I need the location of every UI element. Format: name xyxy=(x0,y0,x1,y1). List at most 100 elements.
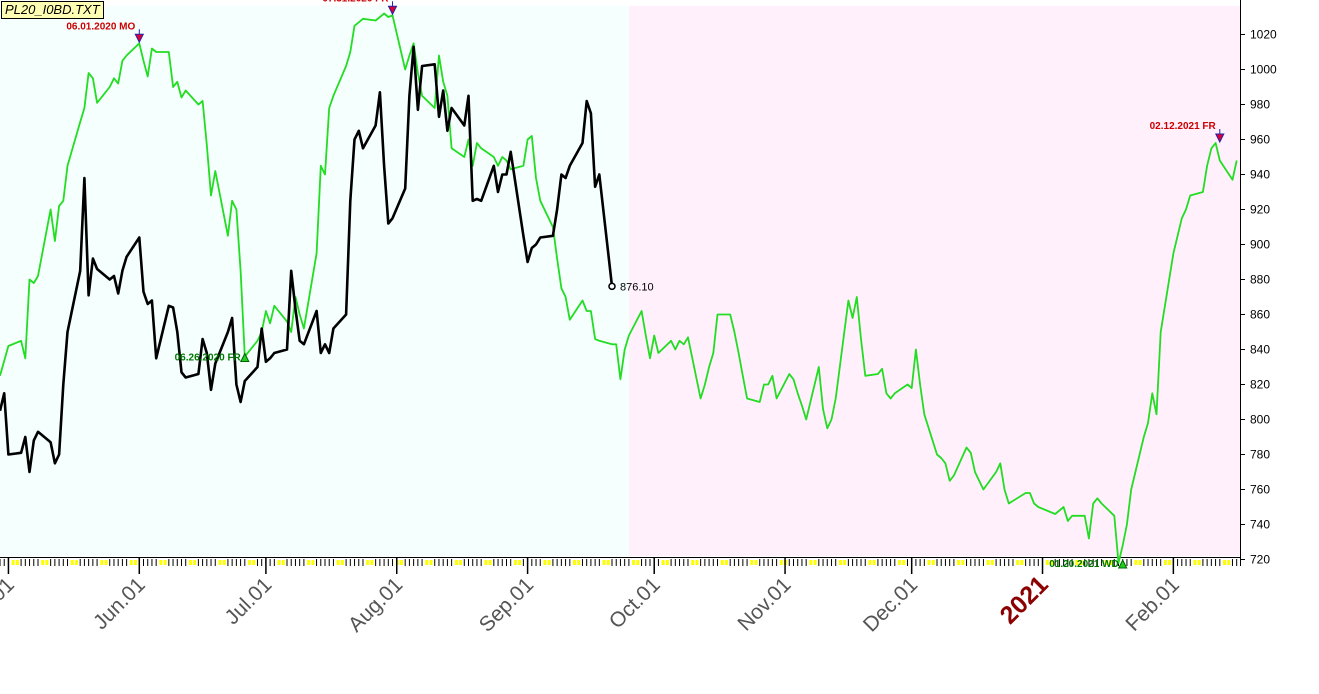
x-weekend-mark xyxy=(134,560,138,565)
x-weekend-mark xyxy=(252,560,256,565)
x-weekend-mark xyxy=(1075,560,1079,565)
x-weekend-mark xyxy=(425,560,429,565)
x-weekend-mark xyxy=(1168,560,1172,565)
x-tick-label: Feb.01 xyxy=(1121,573,1184,636)
x-weekend-mark xyxy=(70,560,74,565)
x-tick-label: Jul.01 xyxy=(221,573,277,629)
x-weekend-mark xyxy=(159,560,163,565)
y-tick-label: 1000 xyxy=(1250,63,1277,77)
x-weekend-mark xyxy=(750,560,754,565)
peak-label: 02.12.2021 FR xyxy=(1150,121,1217,132)
x-weekend-mark xyxy=(129,560,133,565)
x-weekend-mark xyxy=(1138,560,1142,565)
x-weekend-mark xyxy=(399,560,403,565)
x-weekend-mark xyxy=(602,560,606,565)
x-weekend-mark xyxy=(45,560,49,565)
x-weekend-mark xyxy=(902,560,906,565)
x-weekend-mark xyxy=(990,560,994,565)
trough-marker xyxy=(239,352,250,362)
y-tick-label: 960 xyxy=(1250,133,1270,147)
x-weekend-mark xyxy=(779,560,783,565)
x-weekend-mark xyxy=(1045,560,1049,565)
x-weekend-mark xyxy=(691,560,695,565)
x-weekend-mark xyxy=(1227,560,1231,565)
x-weekend-mark xyxy=(459,560,463,565)
x-weekend-mark xyxy=(547,560,551,565)
y-tick-label: 880 xyxy=(1250,273,1270,287)
x-tick-label: Jun.01 xyxy=(89,573,150,634)
peak-label: 06.01.2020 MO xyxy=(66,21,135,32)
x-tick-label: Oct.01 xyxy=(605,573,665,633)
background-region-1 xyxy=(628,6,1240,556)
x-weekend-mark xyxy=(340,560,344,565)
x-weekend-mark xyxy=(1197,560,1201,565)
x-weekend-mark xyxy=(1223,560,1227,565)
x-weekend-mark xyxy=(577,560,581,565)
series-line-1 xyxy=(0,45,614,474)
x-tick-label: .01 xyxy=(0,573,19,610)
peak-label: 07.31.2020 FR xyxy=(322,0,389,4)
x-weekend-mark xyxy=(307,560,311,565)
x-weekend-mark xyxy=(872,560,876,565)
x-weekend-mark xyxy=(163,560,167,565)
series-end-label: 876.10 xyxy=(620,281,654,293)
y-tick-label: 980 xyxy=(1250,98,1270,112)
x-weekend-mark xyxy=(454,560,458,565)
x-weekend-mark xyxy=(573,560,577,565)
x-weekend-mark xyxy=(986,560,990,565)
x-weekend-mark xyxy=(366,560,370,565)
x-weekend-mark xyxy=(41,560,45,565)
x-weekend-mark xyxy=(665,560,669,565)
x-weekend-mark xyxy=(632,560,636,565)
series-line-0 xyxy=(0,12,1238,564)
x-tick-label: Nov.01 xyxy=(733,573,795,635)
x-weekend-mark xyxy=(193,560,197,565)
x-weekend-mark xyxy=(957,560,961,565)
x-weekend-mark xyxy=(1134,560,1138,565)
x-weekend-mark xyxy=(281,560,285,565)
x-weekend-mark xyxy=(370,560,374,565)
x-weekend-mark xyxy=(277,560,281,565)
y-tick-label: 920 xyxy=(1250,203,1270,217)
x-weekend-mark xyxy=(927,560,931,565)
x-weekend-mark xyxy=(898,560,902,565)
x-weekend-mark xyxy=(1193,560,1197,565)
x-weekend-mark xyxy=(513,560,517,565)
series-end-marker xyxy=(608,282,616,291)
y-tick-label: 1020 xyxy=(1250,28,1277,42)
x-weekend-mark xyxy=(484,560,488,565)
x-tick-label: Sep.01 xyxy=(475,573,538,636)
x-weekend-mark xyxy=(1016,560,1020,565)
chart-title: PL20_I0BD.TXT xyxy=(1,1,104,19)
y-tick-label: 800 xyxy=(1250,413,1270,427)
x-weekend-mark xyxy=(843,560,847,565)
y-tick-label: 940 xyxy=(1250,168,1270,182)
x-weekend-mark xyxy=(543,560,547,565)
x-weekend-mark xyxy=(11,560,15,565)
x-weekend-mark xyxy=(104,560,108,565)
y-tick-label: 760 xyxy=(1250,483,1270,497)
x-weekend-mark xyxy=(429,560,433,565)
x-weekend-mark xyxy=(661,560,665,565)
y-tick-label: 820 xyxy=(1250,378,1270,392)
x-weekend-mark xyxy=(1049,560,1053,565)
x-weekend-mark xyxy=(1163,560,1167,565)
x-weekend-mark xyxy=(1079,560,1083,565)
x-weekend-mark xyxy=(720,560,724,565)
trough-label: 06.26.2020 FR xyxy=(175,353,242,364)
y-tick-label: 780 xyxy=(1250,448,1270,462)
trough-label: 01.20.2021 WD xyxy=(1049,559,1119,570)
y-tick-label: 740 xyxy=(1250,518,1270,532)
x-weekend-mark xyxy=(188,560,192,565)
x-weekend-mark xyxy=(813,560,817,565)
x-tick-label: Aug.01 xyxy=(344,573,407,636)
x-weekend-mark xyxy=(868,560,872,565)
x-weekend-mark xyxy=(1109,560,1113,565)
x-weekend-mark xyxy=(754,560,758,565)
x-weekend-mark xyxy=(1020,560,1024,565)
x-weekend-mark xyxy=(809,560,813,565)
x-weekend-mark xyxy=(222,560,226,565)
x-weekend-mark xyxy=(606,560,610,565)
